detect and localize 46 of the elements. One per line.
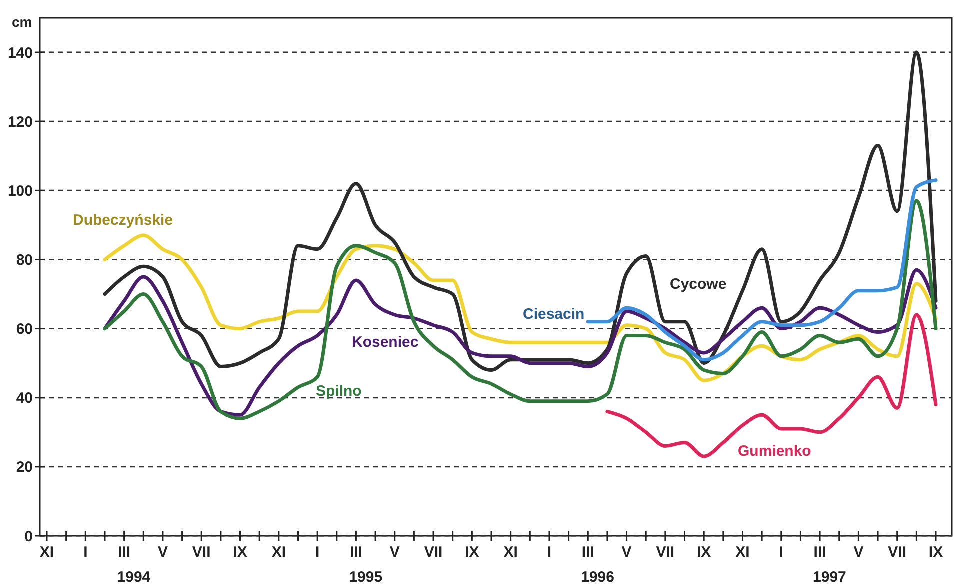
x-tick-label: VII [192, 544, 211, 561]
y-tick-label: 40 [16, 390, 33, 408]
text: 1994 [117, 569, 152, 585]
x-tick-label: XI [736, 544, 750, 561]
series-label: Cycowe [670, 276, 727, 293]
y-tick-label: 20 [16, 459, 33, 476]
x-tick-label: III [814, 544, 826, 561]
y-tick-label: 140 [8, 44, 33, 62]
x-tick-label: IX [465, 544, 480, 561]
y-tick-label: 120 [8, 114, 33, 131]
y-tick-label: 60 [16, 321, 33, 338]
text: 1997 [813, 569, 846, 585]
series-label: Spilno [316, 383, 362, 400]
y-tick-label: 80 [16, 252, 33, 269]
x-tick-label: VII [424, 544, 443, 561]
series-label: Dubeczyńskie [73, 212, 174, 229]
series-label: Koseniec [352, 334, 419, 351]
x-tick-label: IX [696, 544, 712, 561]
x-tick-label: I [779, 544, 784, 561]
x-tick-label: XI [504, 544, 518, 561]
text: 1996 [581, 569, 614, 585]
x-tick-label: V [622, 544, 632, 561]
series-label: Ciesacin [523, 306, 585, 323]
text: 1995 [349, 569, 383, 585]
x-tick-label: VII [888, 544, 907, 561]
x-tick-label: V [854, 544, 864, 561]
x-tick-label: V [390, 544, 400, 561]
x-tick-label: XI [272, 544, 286, 561]
x-tick-label: XI [40, 544, 54, 561]
x-tick-label: IX [928, 544, 944, 561]
x-tick-label: III [350, 544, 362, 561]
line-series [606, 313, 938, 458]
x-tick-label: I [547, 544, 552, 561]
x-tick-label: V [158, 544, 168, 561]
x-tick-label: I [84, 544, 88, 561]
x-tick-label: VII [656, 544, 675, 561]
series-label: Gumienko [738, 443, 812, 460]
x-tick-label: IX [233, 544, 248, 561]
y-tick-label: 100 [8, 182, 33, 200]
x-tick-label: III [118, 544, 131, 561]
x-tick-label: I [315, 544, 320, 561]
y-tick-label: 0 [24, 528, 33, 546]
line-series [586, 178, 938, 362]
x-tick-label: III [582, 544, 594, 561]
y-axis-title: cm [12, 14, 32, 30]
line-series [103, 268, 938, 417]
